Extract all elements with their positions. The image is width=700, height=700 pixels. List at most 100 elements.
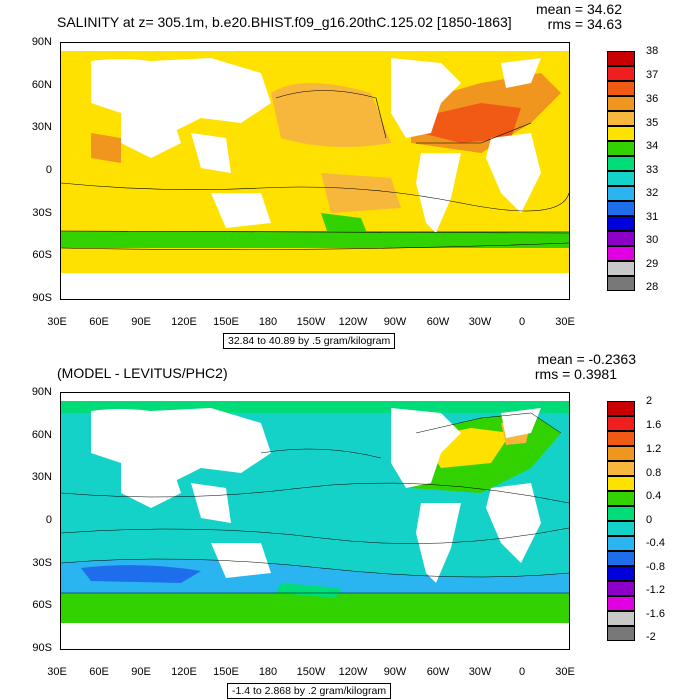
salinity-range-note: 32.84 to 40.89 by .5 gram/kilogram	[223, 333, 396, 349]
colorbar-swatch	[607, 156, 635, 171]
lon-label: 120W	[338, 316, 368, 328]
colorbar-swatch	[607, 626, 635, 641]
lat-label: 0	[45, 164, 52, 176]
colorbar-label: 34	[646, 140, 659, 152]
colorbar-swatch	[607, 201, 635, 216]
colorbar-label: -2	[646, 631, 656, 643]
lon-label: 30E	[47, 316, 67, 328]
colorbar-swatch	[607, 171, 635, 186]
difference-map	[60, 392, 570, 650]
colorbar-label: -1.6	[646, 608, 665, 620]
lon-label: 150W	[296, 666, 326, 678]
colorbar-label: 32	[646, 187, 659, 199]
lat-label: 90N	[31, 386, 52, 398]
colorbar-swatch	[607, 246, 635, 261]
colorbar-swatch	[607, 566, 635, 581]
colorbar-label: 37	[646, 69, 659, 81]
salinity-rms: rms = 34.63	[547, 16, 622, 32]
colorbar-swatch	[607, 446, 635, 461]
difference-rms: rms = 0.3981	[534, 366, 617, 382]
lon-label: 30W	[468, 316, 492, 328]
lon-label: 180	[258, 666, 278, 678]
difference-map-svg	[61, 393, 569, 649]
difference-range-note: -1.4 to 2.868 by .2 gram/kilogram	[227, 683, 392, 699]
colorbar-swatch	[607, 401, 635, 416]
lat-label: 90N	[31, 36, 52, 48]
colorbar-label: 33	[646, 164, 659, 176]
lat-label: 0	[45, 514, 52, 526]
colorbar-swatch	[607, 416, 635, 431]
colorbar-swatch	[607, 536, 635, 551]
colorbar-swatch	[607, 596, 635, 611]
colorbar-swatch	[607, 216, 635, 231]
colorbar-swatch	[607, 81, 635, 96]
lon-label: 150W	[296, 316, 326, 328]
lat-label: 60N	[31, 79, 52, 91]
colorbar-label: 36	[646, 93, 659, 105]
lon-label: 120W	[338, 666, 368, 678]
lat-label: 90S	[32, 292, 52, 304]
colorbar-label: 31	[646, 211, 659, 223]
lat-label: 60N	[31, 429, 52, 441]
colorbar-swatch	[607, 581, 635, 596]
lon-label: 30E	[555, 666, 575, 678]
lon-label: 60W	[426, 666, 450, 678]
lat-label: 30N	[31, 471, 52, 483]
colorbar-label: -1.2	[646, 584, 665, 596]
colorbar-swatch	[607, 126, 635, 141]
lon-label: 90E	[131, 316, 151, 328]
colorbar-label: 38	[646, 45, 659, 57]
colorbar-label: -0.8	[646, 561, 665, 573]
colorbar-swatch	[607, 96, 635, 111]
lat-label: 30S	[32, 207, 52, 219]
lon-label: 90W	[383, 316, 407, 328]
colorbar-swatch	[607, 551, 635, 566]
lon-label: 60E	[89, 316, 109, 328]
colorbar-swatch	[607, 111, 635, 126]
lat-label: 30S	[32, 557, 52, 569]
lon-label: 0	[518, 316, 526, 328]
colorbar-swatch	[607, 476, 635, 491]
colorbar-swatch	[607, 521, 635, 536]
lon-label: 30E	[47, 666, 67, 678]
salinity-panel: SALINITY at z= 305.1m, b.e20.BHIST.f09_g…	[31, 1, 659, 349]
lon-label: 90E	[131, 666, 151, 678]
colorbar-label: 0.4	[646, 490, 662, 502]
colorbar-swatch	[607, 491, 635, 506]
lon-label: 120E	[171, 316, 197, 328]
colorbar-swatch	[607, 186, 635, 201]
colorbar-swatch	[607, 51, 635, 66]
colorbar-label: 0	[646, 514, 653, 526]
lat-label: 30N	[31, 121, 52, 133]
lon-label: 90W	[383, 666, 407, 678]
salinity-mean: mean = 34.62	[535, 1, 622, 17]
lon-label: 60W	[426, 316, 450, 328]
salinity-title: SALINITY at z= 305.1m, b.e20.BHIST.f09_g…	[57, 14, 512, 30]
colorbar-swatch	[607, 261, 635, 276]
lon-label: 150E	[213, 316, 239, 328]
colorbar-label: 28	[646, 281, 659, 293]
colorbar-swatch	[607, 431, 635, 446]
difference-mean: mean = -0.2363	[537, 351, 636, 367]
lon-label: 120E	[171, 666, 197, 678]
lon-label: 0	[518, 666, 526, 678]
colorbar-swatch	[607, 276, 635, 291]
colorbar-label: 1.2	[646, 443, 662, 455]
lon-label: 30E	[555, 316, 575, 328]
salinity-map	[60, 42, 570, 300]
colorbar-swatch	[607, 141, 635, 156]
difference-title: (MODEL - LEVITUS/PHC2)	[57, 365, 228, 381]
colorbar-label: 1.6	[646, 419, 662, 431]
colorbar-label: 30	[646, 234, 659, 246]
difference-panel: (MODEL - LEVITUS/PHC2) mean = -0.2363 rm…	[0, 350, 700, 700]
colorbar-label: 29	[646, 258, 659, 270]
lat-label: 90S	[32, 642, 52, 654]
colorbar-label: 0.8	[646, 467, 662, 479]
colorbar-label: 35	[646, 117, 659, 129]
lat-label: 60S	[32, 599, 52, 611]
colorbar-swatch	[607, 66, 635, 81]
lon-label: 180	[258, 316, 278, 328]
salinity-map-svg	[61, 43, 569, 299]
lon-label: 30W	[468, 666, 492, 678]
colorbar-swatch	[607, 611, 635, 626]
